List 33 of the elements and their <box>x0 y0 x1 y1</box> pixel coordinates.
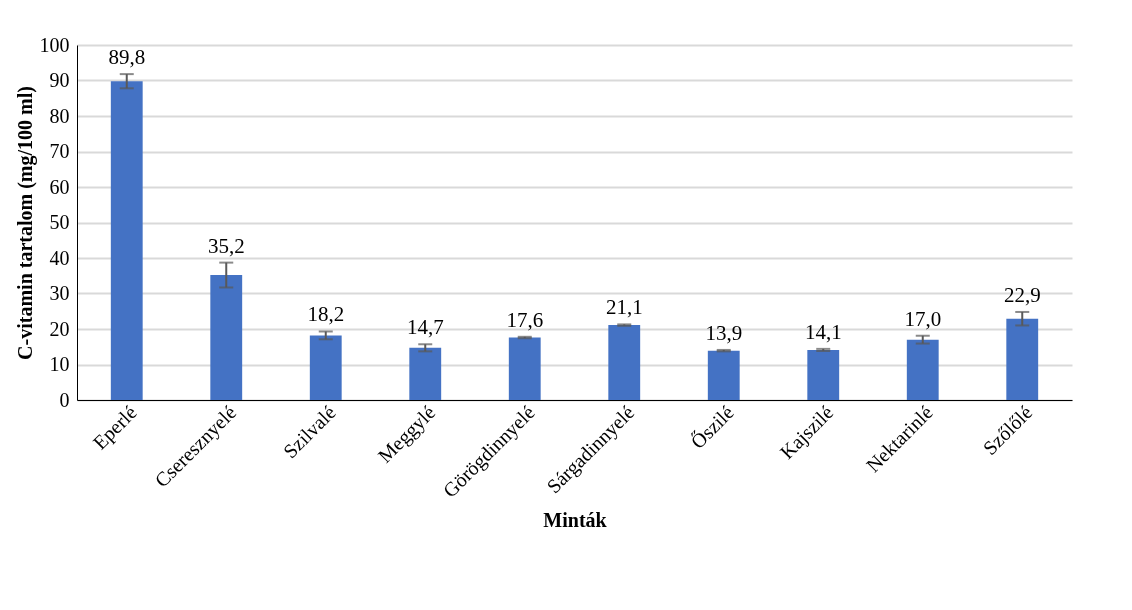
x-axis-title: Minták <box>543 509 608 532</box>
y-tick-label: 50 <box>49 211 70 233</box>
y-tick-label: 70 <box>49 140 70 162</box>
data-label: 22,9 <box>1003 282 1041 307</box>
y-tick-label: 80 <box>49 104 70 127</box>
bar <box>707 350 740 400</box>
data-label: 14,7 <box>406 315 444 340</box>
data-label: 13,9 <box>705 320 743 345</box>
bar <box>508 337 541 400</box>
y-tick-label: 20 <box>49 317 70 340</box>
y-tick-label: 0 <box>59 388 70 411</box>
bar <box>210 275 243 400</box>
y-tick-label: 60 <box>49 175 70 198</box>
bar <box>409 347 442 400</box>
y-tick-label: 30 <box>49 282 70 304</box>
y-tick-label: 40 <box>49 246 70 269</box>
bar <box>309 335 342 400</box>
y-tick-label: 10 <box>49 353 70 375</box>
bar <box>807 349 840 400</box>
data-label: 89,8 <box>108 45 146 70</box>
y-tick-label: 90 <box>49 69 70 91</box>
y-axis-title: C-vitamin tartalom (mg/100 ml) <box>13 86 37 360</box>
data-label: 35,2 <box>207 233 245 258</box>
data-label: 14,1 <box>804 319 842 344</box>
bar <box>110 81 143 400</box>
y-tick-label: 100 <box>39 33 70 56</box>
data-label: 17,6 <box>506 307 544 332</box>
data-label: 17,0 <box>904 306 942 331</box>
bar <box>1006 318 1039 400</box>
bar <box>608 325 641 400</box>
data-label: 21,1 <box>605 295 643 320</box>
bar <box>906 339 939 400</box>
data-label: 18,2 <box>307 302 345 327</box>
